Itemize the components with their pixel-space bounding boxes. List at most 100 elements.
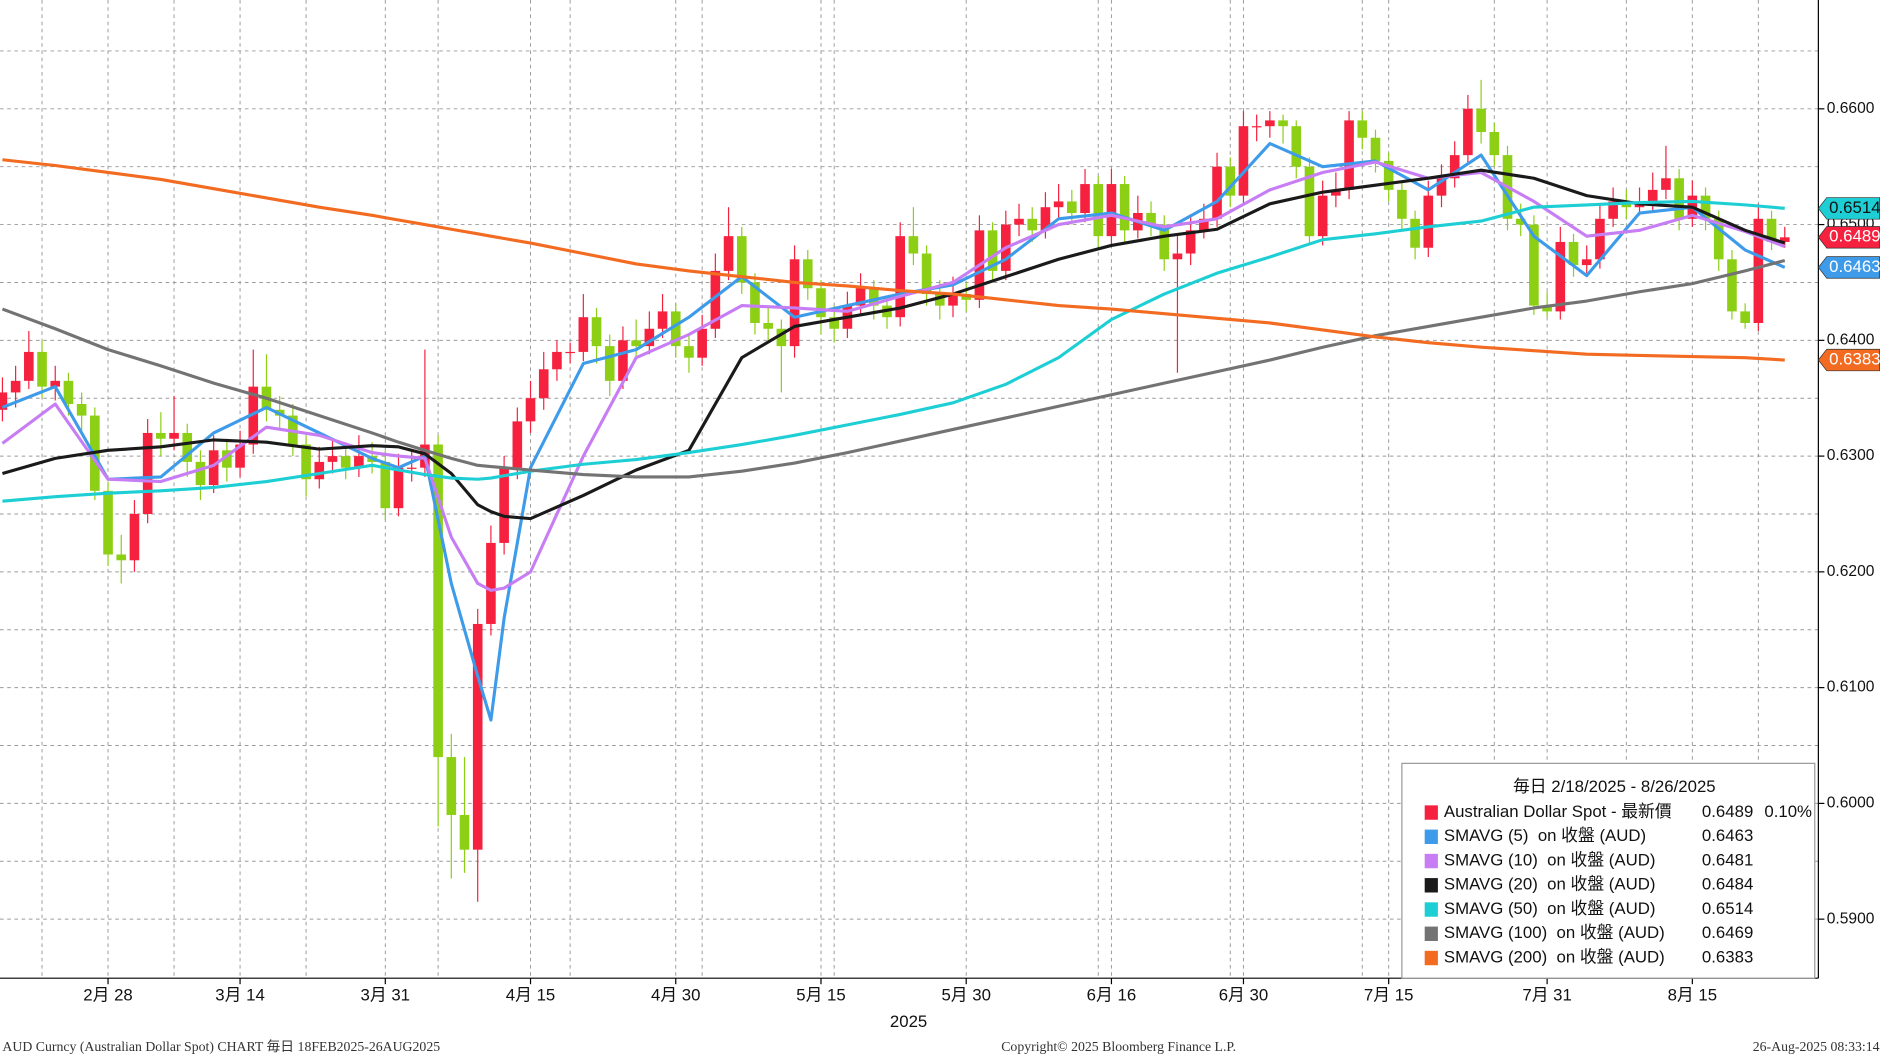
candle-body — [868, 288, 879, 306]
x-tick-label: 3月 31 — [361, 986, 411, 1005]
candle-body — [1053, 201, 1064, 208]
x-tick-label: 4月 30 — [651, 986, 700, 1005]
candle-body — [644, 328, 655, 347]
candle-body — [1357, 120, 1368, 138]
x-tick-label: 5月 15 — [796, 986, 846, 1005]
y-tick-label: 0.6000 — [1827, 795, 1875, 812]
candle-body — [552, 351, 562, 370]
candle-body — [789, 259, 800, 347]
value-tag-label: 0.6463 — [1829, 257, 1880, 276]
x-tick-label: 6月 16 — [1087, 986, 1137, 1005]
x-axis-title: 2025 — [890, 1012, 927, 1031]
y-tick-label: 0.6200 — [1827, 563, 1875, 580]
x-tick-label: 5月 30 — [941, 986, 991, 1005]
candle-body — [987, 230, 998, 271]
y-tick-label: 0.6300 — [1827, 447, 1875, 464]
candle-body — [1106, 184, 1117, 237]
value-tag-label: 0.6514 — [1829, 198, 1880, 217]
candle-body — [1212, 166, 1222, 219]
candle-body — [10, 380, 21, 393]
candle-body — [1331, 189, 1341, 196]
x-tick-label: 4月 15 — [506, 986, 556, 1005]
candle-body — [1225, 166, 1236, 196]
candle-body — [1489, 131, 1500, 156]
candle-body — [1278, 120, 1288, 127]
ma-line — [2, 158, 1785, 362]
x-tick-label: 8月 15 — [1668, 986, 1718, 1005]
candle-body — [1661, 178, 1671, 190]
candle-body — [76, 404, 87, 416]
candle-body — [301, 444, 311, 480]
candle-body — [525, 398, 536, 422]
value-tag — [1817, 197, 1880, 220]
candle-body — [63, 380, 74, 405]
candle-body — [670, 311, 681, 347]
candle-body — [1727, 259, 1737, 312]
ma-line — [1, 258, 1786, 479]
candle-body — [182, 432, 193, 462]
candle-body — [1344, 120, 1354, 190]
candle-body — [0, 392, 8, 410]
candle-body — [1304, 166, 1315, 237]
candle-body — [538, 369, 549, 399]
candle-body — [169, 432, 179, 439]
y-tick-label: 0.5900 — [1827, 910, 1875, 927]
candle-body — [1753, 218, 1764, 323]
legend-swatch — [1424, 950, 1438, 966]
candle-body — [895, 236, 905, 318]
candle-body — [1159, 224, 1170, 260]
value-tag-label: 0.6489 — [1829, 227, 1880, 246]
candle-body — [631, 340, 641, 347]
legend-value: 0.6383 — [1702, 947, 1753, 966]
candle-body — [103, 490, 113, 555]
x-tick-label: 2月 28 — [83, 986, 133, 1005]
candle-body — [908, 236, 919, 254]
candle-body — [578, 317, 589, 352]
legend-label: SMAVG (100) on 收盤 (AUD) — [1444, 923, 1665, 942]
candle-body — [1581, 259, 1592, 266]
candle-body — [314, 461, 325, 480]
legend-swatch — [1424, 878, 1438, 893]
candle-body — [948, 294, 958, 306]
candle-body — [1199, 218, 1209, 231]
legend-swatch — [1424, 926, 1438, 941]
candle-body — [1119, 184, 1130, 231]
legend: 毎日 2/18/2025 - 8/26/2025 Australian Doll… — [1401, 762, 1816, 979]
candle-body — [1463, 108, 1473, 156]
candle-body — [1410, 218, 1420, 248]
candle-body — [1397, 189, 1407, 219]
candle-body — [684, 346, 694, 358]
ma-line — [2, 199, 1785, 503]
value-tag — [1817, 348, 1880, 372]
candle-body — [1317, 195, 1328, 237]
candle-body — [380, 461, 391, 509]
axes: 0.5900 0.6000 0.6100 0.6200 0.6300 0.6400 0.65… — [83, 100, 1880, 1005]
candle-body — [763, 322, 773, 329]
candle-body — [1529, 224, 1539, 306]
legend-value: 0.6463 — [1702, 826, 1753, 845]
candle-body — [1383, 160, 1394, 190]
candle-body — [1674, 178, 1684, 219]
footer-right: 26-Aug-2025 08:33:14 — [1753, 1039, 1880, 1054]
footer-center: Copyright© 2025 Bloomberg Finance L.P. — [1001, 1039, 1236, 1054]
candle-body — [1093, 184, 1104, 237]
candle-body — [934, 294, 945, 306]
legend-box — [1401, 762, 1816, 979]
candle-body — [1700, 195, 1711, 219]
legend-value: 0.6484 — [1702, 875, 1753, 894]
x-tick-label: 6月 30 — [1219, 986, 1269, 1005]
candle-body — [1423, 195, 1434, 248]
legend-change: 0.10% — [1764, 802, 1812, 821]
candle-body — [1080, 184, 1090, 214]
candle-body — [354, 456, 364, 468]
y-tick-label: 0.6100 — [1827, 679, 1875, 696]
candle-body — [486, 542, 496, 624]
candle-body — [50, 380, 61, 387]
candle-body — [459, 814, 470, 850]
legend-label: SMAVG (10) on 收盤 (AUD) — [1444, 850, 1656, 869]
candle-body — [24, 351, 34, 381]
candle-body — [1172, 253, 1183, 260]
candle-body — [657, 311, 668, 329]
candle-body — [565, 351, 575, 354]
candle-body — [1740, 311, 1750, 323]
